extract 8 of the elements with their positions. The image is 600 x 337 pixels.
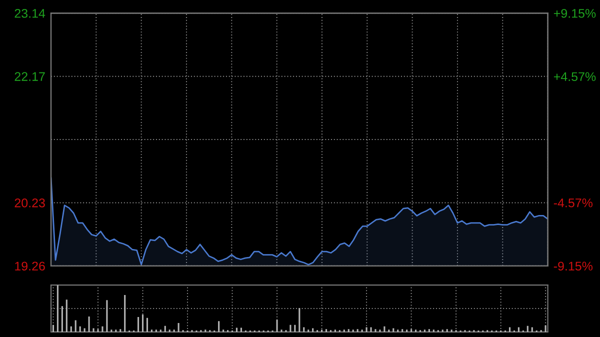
y-tick-label: 22.17 — [14, 72, 45, 81]
y-tick-label: 23.14 — [14, 8, 46, 18]
y2-tick-label: +9.15% — [554, 8, 596, 18]
y-tick-label: 20.23 — [14, 198, 45, 208]
y-tick-label: 19.26 — [15, 262, 45, 271]
y2-tick-label: +4.57% — [554, 72, 596, 82]
y2-tick-label: -9.15% — [554, 262, 593, 271]
y2-tick-label: -4.57% — [554, 198, 593, 208]
